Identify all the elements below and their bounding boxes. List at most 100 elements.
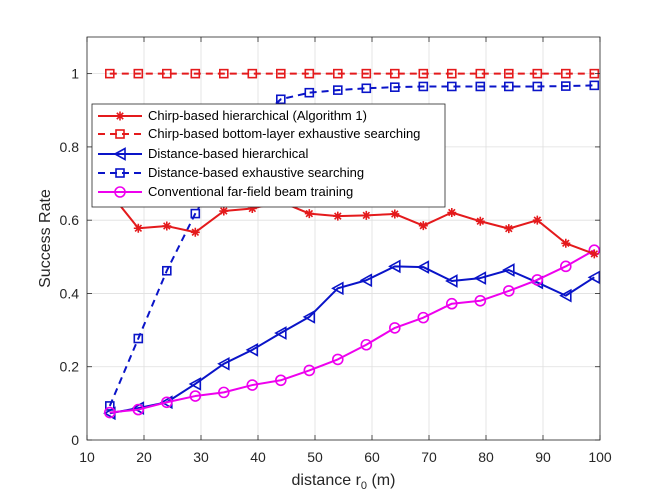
- data-point: [417, 311, 430, 324]
- data-point: [246, 379, 259, 391]
- data-point: [189, 390, 202, 402]
- data-point: [532, 68, 543, 79]
- data-point: [388, 322, 401, 334]
- data-point: [104, 406, 116, 419]
- legend-label-4: Distance-based exhaustive searching: [148, 165, 364, 180]
- data-point: [274, 374, 287, 387]
- data-point: [218, 386, 230, 399]
- data-point: [445, 274, 458, 288]
- y-tick-label: 0: [71, 432, 79, 448]
- plot-frame: [86, 36, 601, 441]
- data-point: [475, 68, 486, 79]
- data-point: [332, 68, 343, 79]
- legend-label-5: Conventional far-field beam training: [148, 184, 353, 199]
- x-axis-label-unit: (m): [367, 472, 395, 489]
- data-point: [561, 238, 571, 248]
- y-tick-label: 0.8: [60, 139, 80, 155]
- data-point: [502, 263, 515, 277]
- data-point: [331, 281, 344, 296]
- data-point: [418, 221, 428, 231]
- series-layer: [103, 68, 601, 421]
- y-tick-label: 0.4: [60, 285, 80, 301]
- data-point: [161, 396, 173, 409]
- data-point: [133, 68, 144, 79]
- data-point: [416, 260, 430, 274]
- data-point: [560, 68, 571, 79]
- legend-marker-4: [115, 168, 125, 178]
- axes: 10 20 30 40 50 60 70 80 90 100 0 0.2 0.4 0.6 0.8 1: [60, 37, 612, 465]
- x-tick-label: 40: [250, 449, 266, 465]
- data-point: [247, 68, 258, 79]
- data-point: [304, 87, 315, 98]
- x-tick-label: 80: [478, 449, 494, 465]
- data-point: [105, 68, 115, 79]
- data-point: [361, 68, 372, 79]
- data-point: [447, 207, 457, 217]
- x-axis-label-subscript: 0: [361, 480, 367, 492]
- data-point: [531, 274, 544, 286]
- plot-area: [87, 37, 600, 440]
- data-point: [162, 68, 172, 79]
- data-point: [559, 260, 572, 273]
- data-point: [532, 215, 542, 225]
- x-tick-label: 70: [421, 449, 437, 465]
- data-point: [303, 364, 316, 377]
- x-axis-label-main: distance r: [292, 472, 362, 489]
- data-point: [162, 265, 172, 276]
- data-point: [132, 403, 145, 416]
- data-point: [190, 227, 200, 237]
- data-point: [589, 80, 600, 91]
- data-point: [446, 68, 457, 79]
- legend: Chirp-based hierarchical (Algorithm 1) C…: [91, 103, 446, 208]
- data-point: [503, 68, 514, 79]
- data-point: [559, 288, 572, 303]
- y-tick-label: 1: [71, 66, 79, 82]
- x-tick-label: 60: [364, 449, 380, 465]
- x-tick-label: 100: [588, 449, 612, 465]
- data-point: [532, 81, 543, 92]
- data-point: [188, 377, 202, 391]
- data-point: [274, 326, 287, 340]
- data-point: [389, 82, 400, 92]
- x-tick-label: 10: [79, 449, 95, 465]
- legend-marker-3: [113, 147, 126, 161]
- legend-label-2: Chirp-based bottom-layer exhaustive sear…: [148, 126, 420, 141]
- data-point: [302, 310, 316, 324]
- data-point: [503, 81, 514, 92]
- data-point: [133, 223, 143, 233]
- x-tick-label: 90: [535, 449, 551, 465]
- legend-box: [91, 103, 446, 208]
- x-tick-label: 50: [307, 449, 323, 465]
- data-point: [361, 210, 371, 220]
- series-line: [109, 192, 595, 255]
- data-point: [445, 297, 458, 310]
- data-point: [333, 211, 343, 221]
- legend-marker-5: [114, 186, 126, 198]
- data-point: [388, 259, 401, 274]
- data-point: [190, 68, 201, 79]
- data-point: [304, 68, 315, 79]
- x-tick-label: 30: [193, 449, 209, 465]
- legend-marker-1: [115, 111, 125, 121]
- data-point: [247, 203, 257, 213]
- x-axis-label: distance r0 (m): [292, 472, 396, 492]
- series-2: [105, 68, 600, 79]
- legend-samples: [98, 111, 142, 198]
- data-point: [418, 68, 429, 79]
- data-point: [587, 270, 601, 285]
- data-point: [275, 94, 286, 105]
- y-axis-label: Success Rate: [37, 189, 54, 288]
- data-point: [589, 249, 599, 259]
- y-tick-label: 0.2: [60, 359, 80, 375]
- data-point: [473, 271, 487, 285]
- data-point: [190, 208, 201, 219]
- series-5: [104, 244, 601, 419]
- legend-label-3: Distance-based hierarchical: [148, 146, 309, 161]
- data-point: [162, 221, 172, 231]
- data-point: [331, 353, 344, 366]
- data-point: [475, 81, 486, 92]
- data-point: [360, 338, 373, 351]
- data-point: [446, 81, 457, 92]
- y-tick-label: 0.6: [60, 212, 80, 228]
